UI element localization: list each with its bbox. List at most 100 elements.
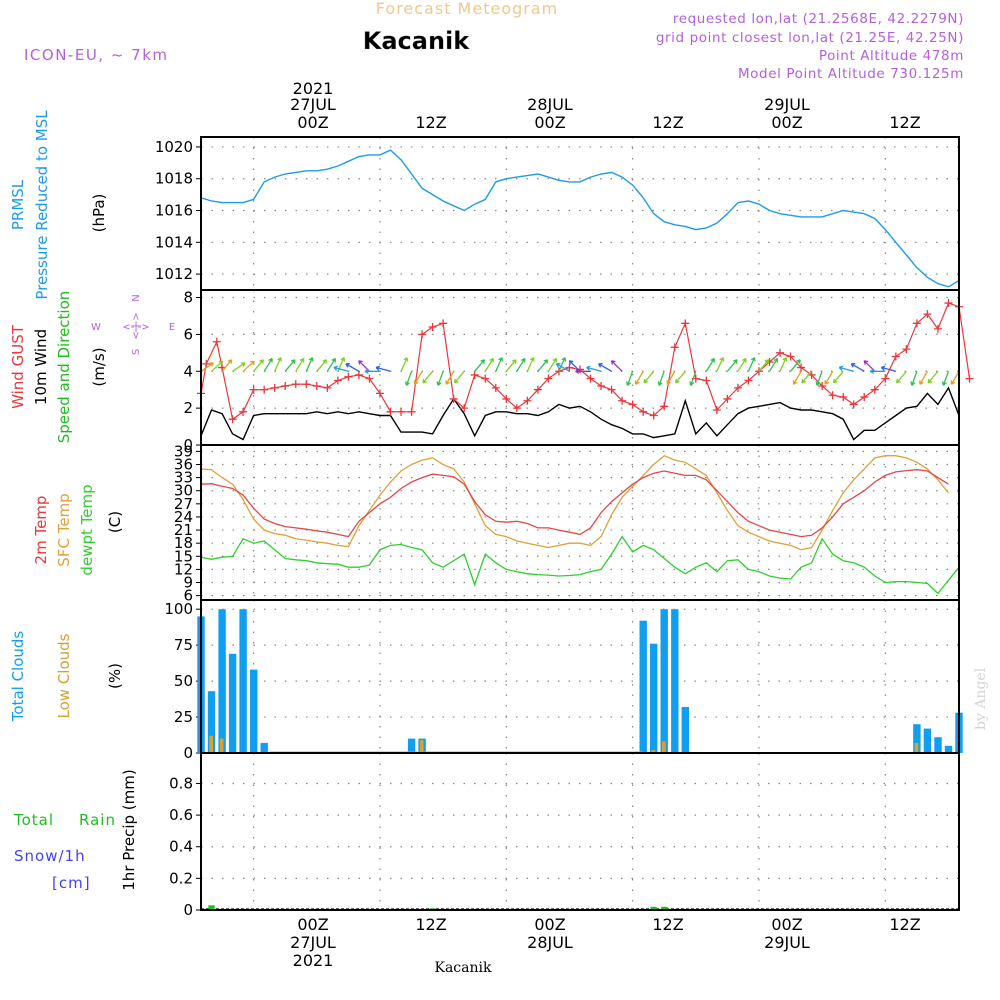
gust-marker [828, 391, 837, 400]
gust-marker [776, 348, 785, 357]
gust-marker [344, 372, 353, 381]
total-cloud-bar [228, 653, 237, 753]
wind-direction-arrow [345, 363, 360, 372]
wind-direction-arrow [910, 371, 918, 386]
gust-marker [702, 376, 711, 385]
gust-marker [870, 385, 879, 394]
temp-ytick-label: 24 [174, 508, 193, 526]
bottom-tick-3: 00Z [534, 915, 565, 934]
pressure-panel-frame [200, 136, 960, 291]
temp-ytick-label: 12 [174, 560, 193, 578]
pressure-ytick-label: 1018 [155, 170, 193, 188]
gust-marker [860, 393, 869, 402]
wind-direction-arrow [790, 359, 801, 372]
wind-direction-arrow [689, 371, 697, 386]
wind-direction-arrow [558, 357, 567, 372]
wind-direction-arrow [405, 371, 413, 386]
wind-direction-arrow [674, 370, 686, 384]
clouds-ytick-label: 75 [174, 636, 193, 654]
gust-marker [260, 385, 269, 394]
wind-direction-arrow [716, 357, 725, 372]
total-cloud-bar [250, 669, 258, 753]
temp-ytick-label: 9 [183, 574, 193, 592]
gust-marker [818, 382, 827, 391]
wind-direction-arrow [253, 359, 264, 372]
gust-ylabel: Wind GUST [9, 324, 27, 409]
gust-marker [628, 400, 637, 409]
gust-marker [491, 383, 500, 392]
gust-marker [323, 383, 332, 392]
clouds-ytick-label: 25 [174, 708, 193, 726]
top-tick-6: 12Z [889, 113, 920, 132]
top-date-3: 29JUL [764, 95, 810, 114]
rain-bar [661, 906, 668, 910]
low-cloud-bar [914, 742, 919, 753]
top-tick-3: 00Z [534, 113, 565, 132]
bottom-date-1: 27JUL [290, 933, 336, 952]
gust-marker [439, 319, 448, 328]
top-date-1: 27JUL [290, 95, 336, 114]
wind-direction-arrow [221, 359, 233, 372]
gust-marker [418, 330, 427, 339]
wind-direction-arrow [364, 368, 380, 374]
total-cloud-bar [407, 738, 416, 753]
wind-direction-arrow [927, 370, 939, 384]
total-cloud-bar [239, 609, 247, 753]
gust-marker [849, 400, 858, 409]
gust-marker [270, 383, 279, 392]
wind-direction-arrow [832, 370, 844, 384]
gust-marker [933, 324, 942, 333]
rain-legend-rain: Rain [79, 811, 116, 829]
total-cloud-bar [934, 737, 942, 753]
total-cloud-bar [260, 742, 268, 753]
wind-direction-arrow [445, 370, 455, 385]
wind-direction-arrow [779, 357, 788, 372]
temp-ytick-label: 21 [174, 521, 193, 539]
wind-unit: (m/s) [90, 347, 108, 386]
wind-direction-arrow [232, 362, 246, 372]
gust-marker [733, 383, 742, 392]
wind-direction-arrow [666, 370, 676, 385]
wind-direction-arrow [896, 370, 907, 384]
gust-marker [681, 319, 690, 328]
gust-marker [502, 394, 511, 403]
wind-speed-line [200, 386, 960, 441]
point-altitude: Point Altitude 478m [819, 48, 964, 64]
wind-direction-arrow [495, 357, 504, 372]
total-cloud-bar [671, 609, 679, 753]
compass-s: S [131, 349, 142, 355]
wind-direction-arrow [919, 370, 928, 385]
low-cloud-bar [651, 750, 656, 753]
total-cloud-bar [923, 728, 932, 753]
wind-direction-arrow [657, 371, 665, 386]
precip-ytick-label: 0 [183, 901, 193, 919]
wind-direction-arrow [436, 371, 444, 386]
wind-direction-arrow [453, 370, 465, 384]
dewpt-ylabel: dewpt Temp [78, 484, 96, 575]
pressure-unit: (hPa) [90, 194, 108, 233]
wind-direction-arrow [547, 357, 558, 372]
wind-direction-arrow [263, 357, 273, 372]
gust-marker [397, 407, 406, 416]
wind-direction-arrow [626, 371, 634, 386]
gust-marker [639, 407, 648, 416]
wind-ytick-label: 4 [183, 362, 193, 380]
wind-direction-arrow [586, 365, 602, 372]
gust-marker [354, 370, 363, 379]
gust-marker [212, 337, 221, 346]
wind-direction-arrow [526, 357, 535, 372]
grid-layer: 1012101410161018102002468691215182124273… [155, 137, 959, 919]
gust-marker [291, 380, 300, 389]
wind-direction-arrow [869, 368, 886, 374]
gust-marker [386, 407, 395, 416]
precip-panel-frame [200, 752, 960, 911]
pressure-ytick-label: 1014 [155, 233, 193, 251]
wind-direction-arrow [747, 357, 756, 372]
wind-direction-arrow [295, 357, 305, 372]
wind-direction-arrow [484, 357, 494, 372]
bottom-tick-5: 00Z [771, 915, 802, 934]
wind-direction-arrow [505, 359, 517, 372]
wind-direction-arrow [815, 371, 823, 386]
temp2m-line [200, 469, 949, 538]
wind-direction-arrow [537, 359, 549, 372]
